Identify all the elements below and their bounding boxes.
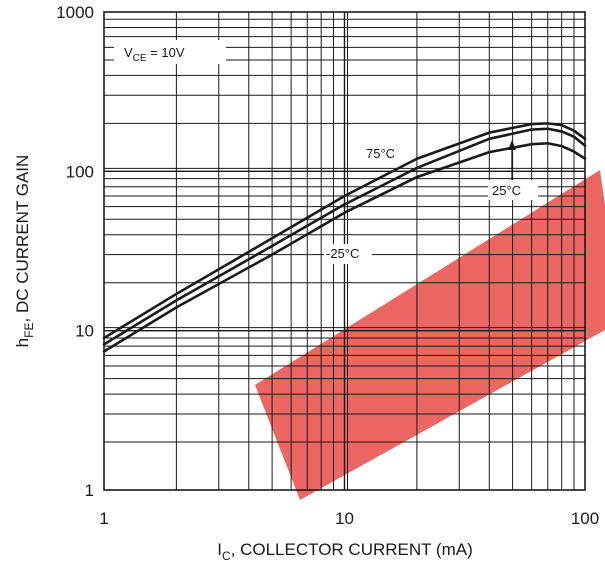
condition-label-bg xyxy=(114,40,226,64)
series-label-25c: 25°C xyxy=(492,183,521,198)
y-tick-label: 1000 xyxy=(56,3,94,22)
x-tick-labels: 1 10 100 xyxy=(99,509,599,528)
series-label-n25c-bg xyxy=(324,244,372,264)
series-label-25c-bg xyxy=(488,180,538,200)
x-tick-label: 100 xyxy=(571,509,599,528)
plot-frame xyxy=(103,11,586,491)
series-label-n25c: -25°C xyxy=(326,246,359,261)
x-axis-label: IC, COLLECTOR CURRENT (mA) xyxy=(217,540,473,563)
series-label-25c-arrowhead xyxy=(508,140,516,150)
y-tick-labels: 1 10 100 1000 xyxy=(56,3,94,500)
y-tick-label: 1 xyxy=(85,481,94,500)
condition-label: VCE = 10V xyxy=(124,45,185,64)
series-group xyxy=(102,122,587,353)
grid xyxy=(104,12,585,490)
x-tick-label: 10 xyxy=(335,509,354,528)
y-tick-label: 100 xyxy=(66,162,94,181)
x-tick-label: 1 xyxy=(99,509,108,528)
watermark-logo xyxy=(255,170,605,500)
series-line-2 xyxy=(102,141,587,353)
series-line-1 xyxy=(102,127,587,346)
series-line-0 xyxy=(102,122,587,340)
series-label-75c: 75°C xyxy=(366,146,395,161)
y-tick-label: 10 xyxy=(75,322,94,341)
y-axis-label: hFE, DC CURRENT GAIN xyxy=(13,155,36,348)
